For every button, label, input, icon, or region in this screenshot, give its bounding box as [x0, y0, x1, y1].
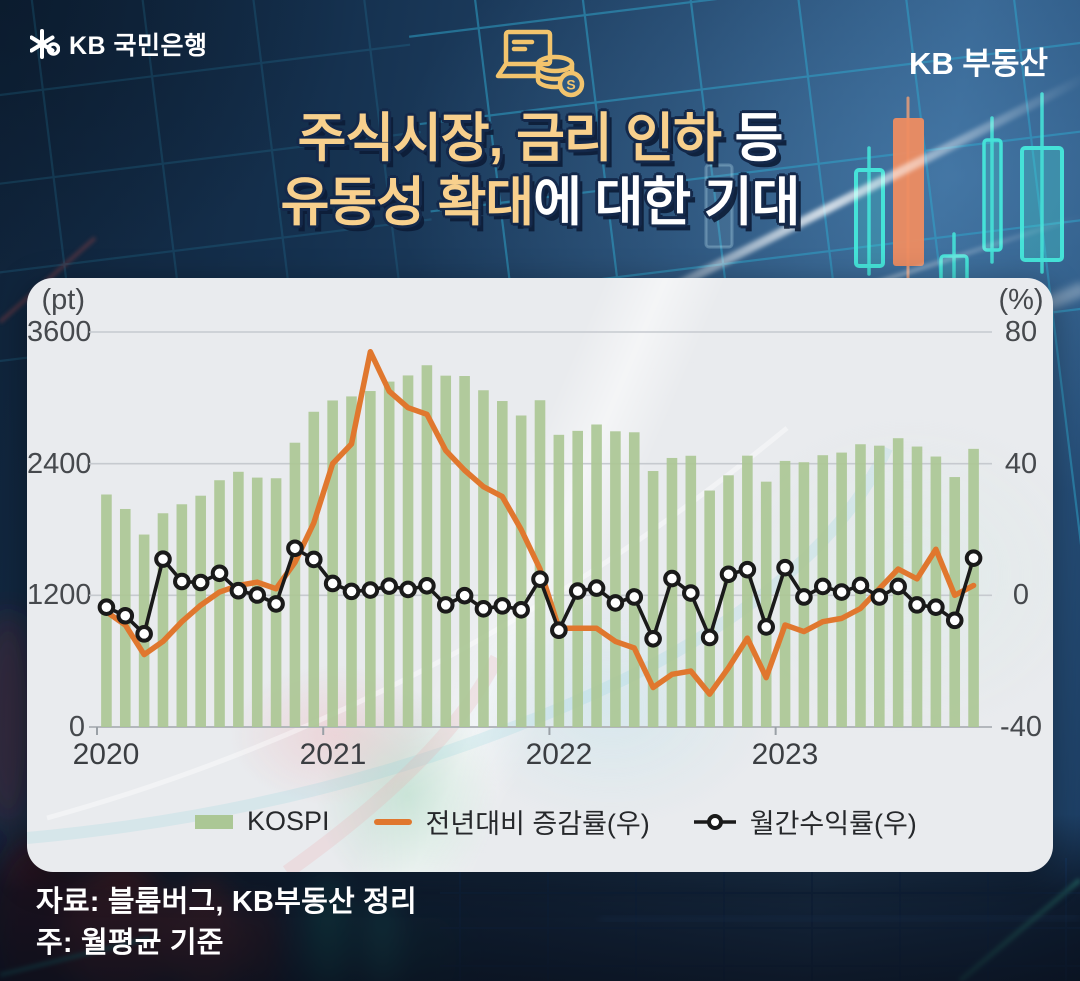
kb-real-estate-logo-text: KB 부동산	[909, 46, 1048, 81]
kb-bank-logo: KB 국민은행	[30, 26, 208, 62]
left-axis-tick: 1200	[27, 579, 92, 611]
legend-item-kospi: KOSPI	[195, 806, 330, 837]
chart-legend: KOSPI 전년대비 증감률(우) 월간수익률(우)	[195, 802, 961, 841]
kb-star-icon	[30, 29, 60, 59]
footnotes: 자료: 블룸버그, KB부동산 정리 주: 월평균 기준	[36, 882, 417, 964]
left-axis-unit: (pt)	[41, 284, 86, 316]
right-axis-tick: 40	[1004, 448, 1038, 480]
right-axis-tick: 80	[1004, 316, 1038, 348]
kb-bank-logo-text: KB 국민은행	[69, 32, 208, 60]
chart-panel: (pt) (%) 3600 2400 1200 0 80 40 0 -40 20…	[27, 278, 1053, 872]
left-axis-tick: 0	[68, 711, 85, 743]
x-axis-year-label: 2021	[299, 738, 367, 771]
legend-label: KOSPI	[247, 806, 330, 836]
left-axis-tick: 2400	[27, 448, 92, 480]
x-axis-year-label: 2023	[751, 738, 819, 771]
right-axis-unit: (%)	[998, 284, 1044, 316]
laptop-coins-icon: S	[495, 29, 585, 98]
title-block: S 주식시장, 금리 인하 등 유동성 확대에 대한 기대	[0, 28, 1080, 235]
legend-label: 전년대비 증감률(우)	[425, 809, 650, 839]
kospi-combo-chart	[27, 331, 992, 872]
page-title: 주식시장, 금리 인하 등 유동성 확대에 대한 기대	[0, 107, 1080, 235]
source-note: 자료: 블룸버그, KB부동산 정리	[36, 886, 417, 918]
yoy-line-swatch	[373, 818, 412, 825]
basis-note: 주: 월평균 기준	[36, 927, 224, 959]
glow-line	[599, 915, 1080, 922]
kospi-bar-swatch	[195, 814, 233, 829]
legend-label: 월간수익률(우)	[749, 809, 917, 839]
bottom-blue-grid	[440, 858, 1080, 981]
title-line-1: 주식시장, 금리 인하 등	[297, 109, 784, 168]
right-axis-tick: 0	[1012, 579, 1030, 611]
kb-real-estate-logo: KB 부동산	[909, 38, 1048, 83]
teal-diagonal-right	[958, 878, 1080, 981]
legend-item-monthly-return: 월간수익률(우)	[693, 802, 917, 841]
x-axis-year-label: 2022	[525, 738, 593, 771]
right-axis-tick: -40	[1000, 711, 1042, 743]
title-line-2: 유동성 확대에 대한 기대	[280, 173, 801, 232]
left-axis-tick: 3600	[27, 316, 92, 348]
legend-item-yoy: 전년대비 증감률(우)	[373, 802, 650, 841]
monthly-return-line-swatch	[693, 813, 736, 830]
svg-text:S: S	[566, 77, 575, 93]
x-axis-year-label: 2020	[72, 738, 140, 771]
